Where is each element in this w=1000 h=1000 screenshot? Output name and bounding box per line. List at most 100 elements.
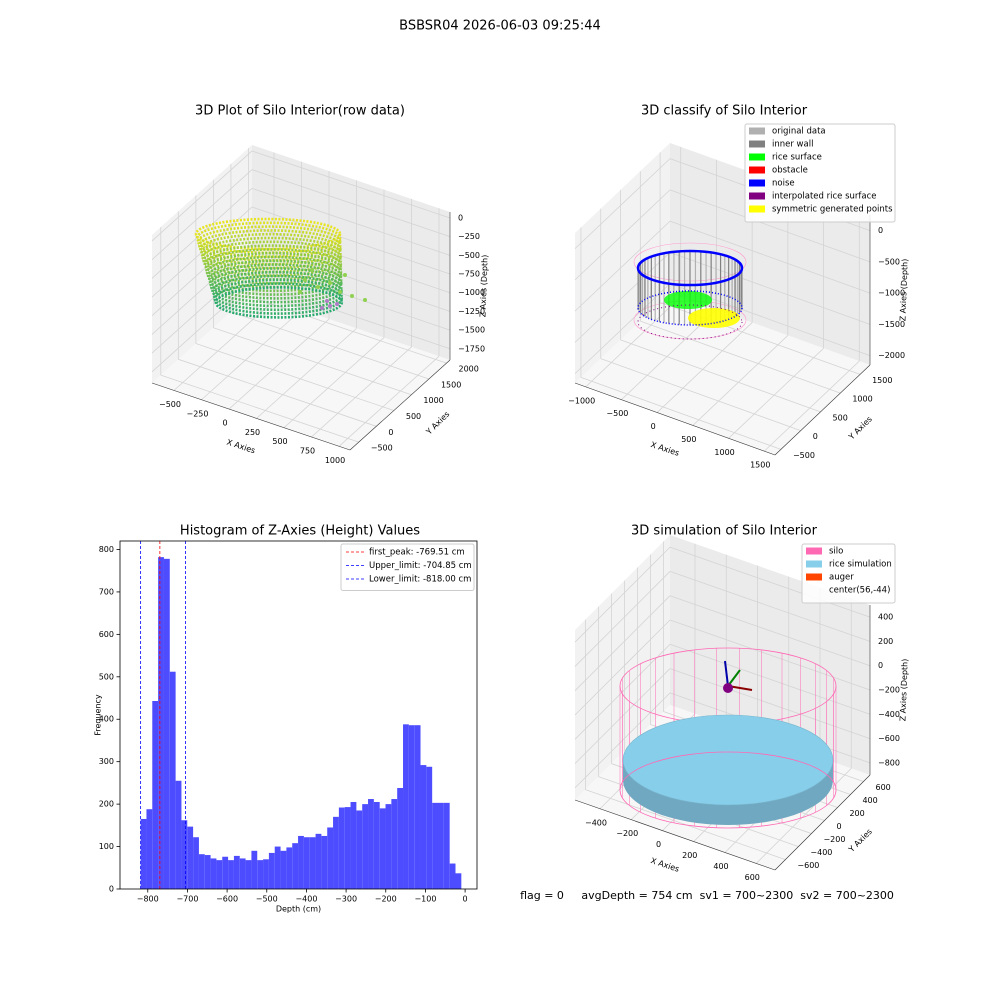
bar bbox=[455, 873, 462, 889]
pane bbox=[575, 143, 670, 383]
x-tick-label: 1500 bbox=[750, 461, 770, 470]
y-tick-label: 500 bbox=[99, 672, 114, 681]
y-tick-label: 1500 bbox=[441, 380, 461, 389]
x-tick-label: −200 bbox=[375, 895, 397, 904]
grid-line bbox=[669, 619, 871, 691]
panel-title: 3D simulation of Silo Interior bbox=[631, 524, 818, 539]
grid-line bbox=[251, 244, 451, 312]
bar bbox=[408, 725, 415, 889]
pane bbox=[575, 293, 870, 455]
z-tick-label: −500 bbox=[878, 257, 900, 266]
grid-line bbox=[574, 252, 671, 343]
y-tick-label: 300 bbox=[99, 757, 114, 766]
y-axis-label: Frequency bbox=[94, 694, 103, 736]
panel-title: 3D classify of Silo Interior bbox=[641, 104, 808, 119]
bar bbox=[175, 780, 182, 889]
z-tick-label: −1250 bbox=[458, 307, 485, 316]
legend-label: Upper_limit: -704.85 cm bbox=[369, 561, 472, 571]
z-tick-label: −600 bbox=[878, 734, 900, 743]
bar bbox=[373, 802, 380, 889]
grid-line bbox=[256, 328, 357, 419]
grid-line bbox=[574, 595, 671, 691]
grid-line bbox=[574, 571, 671, 667]
x-tick-label: 0 bbox=[656, 840, 661, 849]
bar bbox=[216, 860, 223, 889]
legend-label: first_peak: -769.51 cm bbox=[369, 548, 465, 558]
z-tick-label: −200 bbox=[878, 686, 900, 695]
bar bbox=[286, 847, 293, 889]
cloud bbox=[343, 273, 347, 277]
cloud bbox=[199, 232, 342, 266]
y-tick-label: −200 bbox=[823, 835, 845, 844]
grid-line bbox=[160, 374, 359, 443]
bar bbox=[187, 826, 194, 889]
grid-line bbox=[251, 281, 451, 350]
x-tick-label: 1000 bbox=[714, 448, 734, 457]
y-tick-label: 200 bbox=[849, 809, 864, 818]
z-axis-label: Z Axies (Depth) bbox=[898, 659, 909, 722]
cloud bbox=[201, 240, 342, 274]
x-tick-label: −700 bbox=[176, 895, 198, 904]
legend-patch bbox=[749, 140, 765, 148]
y-tick-label: 600 bbox=[875, 783, 890, 792]
legend-patch bbox=[749, 166, 765, 174]
cloud bbox=[316, 285, 320, 289]
bar bbox=[338, 807, 345, 889]
bar bbox=[333, 816, 339, 889]
bar bbox=[152, 700, 159, 889]
grid-line bbox=[251, 150, 451, 219]
x-axis-label: Depth (cm) bbox=[276, 905, 321, 914]
bar bbox=[350, 802, 357, 889]
front-layer: −500−25002505007501000−50005001000150020… bbox=[94, 123, 910, 914]
grid-line bbox=[574, 619, 671, 716]
cloud bbox=[207, 263, 343, 296]
cloud bbox=[619, 751, 837, 829]
bar bbox=[315, 833, 322, 889]
bar bbox=[181, 820, 188, 889]
x-tick-label: −300 bbox=[335, 895, 357, 904]
grid-line bbox=[669, 546, 871, 618]
grid-line bbox=[600, 358, 801, 432]
grid-line bbox=[669, 571, 871, 642]
axis-line bbox=[349, 359, 451, 451]
axis-line bbox=[151, 382, 351, 451]
figure-title: BSBSR04 2026-06-03 09:25:44 bbox=[399, 19, 601, 34]
legend-label: obstacle bbox=[772, 166, 808, 176]
x-tick-label: 400 bbox=[713, 862, 728, 871]
legend-box bbox=[340, 543, 475, 591]
cloud bbox=[637, 290, 743, 326]
grid-line bbox=[620, 339, 821, 413]
grid-line bbox=[669, 668, 871, 739]
grid-line bbox=[574, 189, 671, 281]
point-clouds bbox=[194, 217, 837, 829]
z-tick-label: −400 bbox=[878, 710, 900, 719]
grid-line bbox=[230, 311, 430, 380]
cloud bbox=[212, 278, 343, 312]
legend-label: noise bbox=[772, 179, 795, 189]
cloud bbox=[203, 248, 343, 281]
grid-line bbox=[640, 320, 841, 394]
bar bbox=[438, 802, 444, 889]
legend-label: Lower_limit: -818.00 cm bbox=[369, 575, 471, 585]
grid-line bbox=[669, 189, 871, 263]
z-tick-label: 0 bbox=[878, 661, 883, 670]
grid-line bbox=[755, 768, 852, 864]
z-tick-label: −1500 bbox=[458, 326, 485, 335]
cloud bbox=[622, 714, 834, 806]
z-axis-label: Z Axies (Depth) bbox=[898, 259, 909, 322]
grid-line bbox=[692, 335, 789, 426]
cloud bbox=[637, 304, 743, 340]
z-tick-label: 0 bbox=[878, 226, 883, 235]
pane bbox=[152, 145, 252, 383]
grid-line bbox=[283, 337, 385, 428]
x-tick-label: −500 bbox=[606, 409, 628, 418]
bar bbox=[158, 557, 164, 889]
legend-patch bbox=[749, 127, 765, 135]
y-tick-label: 1000 bbox=[852, 395, 872, 404]
z-axis-label: Z Axies (Depth) bbox=[478, 255, 489, 318]
grid-line bbox=[574, 220, 671, 312]
plot-frame bbox=[119, 540, 478, 890]
grid-line bbox=[669, 220, 871, 294]
grid-line bbox=[669, 643, 871, 715]
bar bbox=[321, 835, 328, 889]
